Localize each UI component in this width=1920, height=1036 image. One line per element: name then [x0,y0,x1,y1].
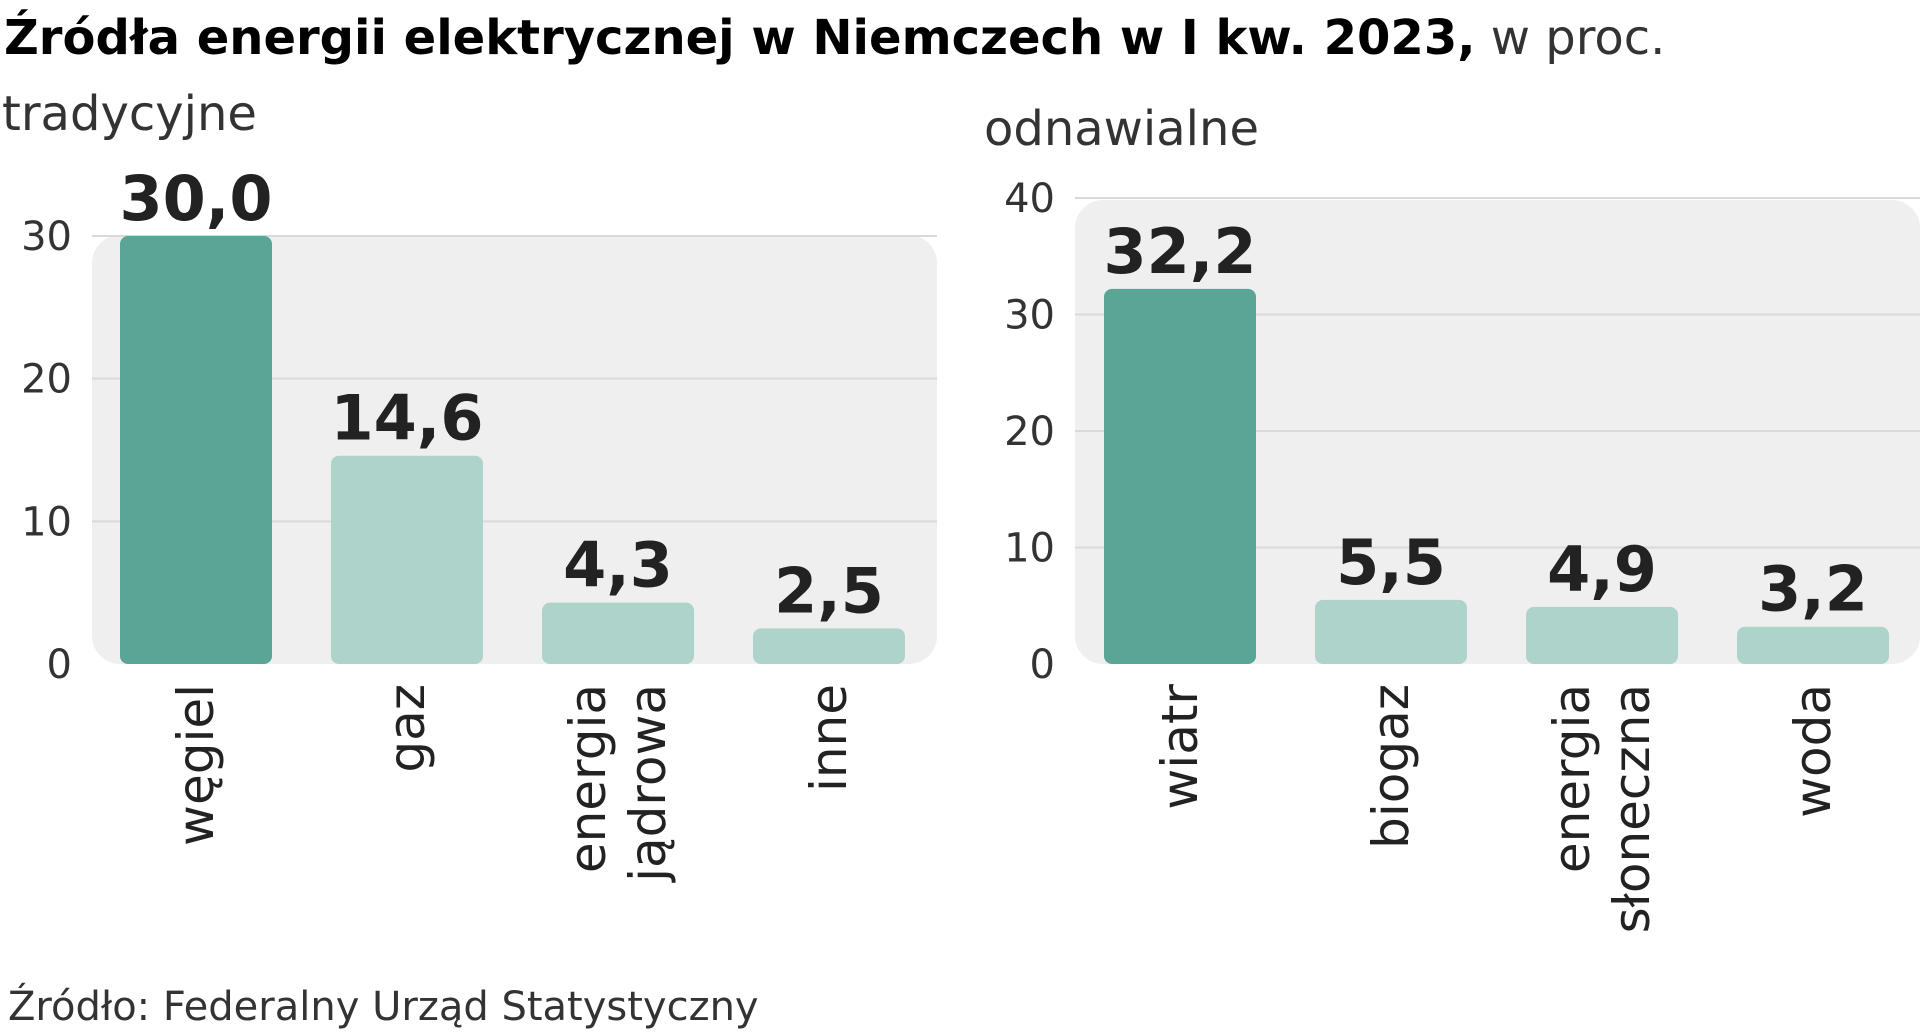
panel-title-tradycyjne: tradycyjne [2,86,257,142]
bar [1104,288,1256,664]
x-category-label: energia [559,684,617,873]
data-label: 30,0 [120,162,273,235]
x-category-label: energia [1543,684,1601,873]
chart-title-main: Źródła energii elektrycznej w Niemczech … [4,9,1475,66]
x-category-label: słoneczna [1603,684,1661,933]
data-label: 4,9 [1547,533,1657,606]
x-category-label: gaz [378,684,436,773]
x-category-label: inne [800,684,858,792]
x-category-label: jądrowa [619,684,677,883]
data-label: 4,3 [563,529,673,602]
data-label: 32,2 [1104,215,1257,288]
x-category-label: woda [1784,684,1842,818]
y-tick-label: 10 [21,499,72,545]
data-label: 3,2 [1758,553,1868,626]
bar [1737,626,1889,664]
x-category-label: wiatr [1151,684,1209,810]
y-tick-label: 30 [21,214,72,260]
panel-title-odnawialne: odnawialne [984,101,1259,157]
y-tick-label: 20 [21,357,72,403]
y-tick-label: 0 [47,642,72,688]
chart-title-unit: w proc. [1475,10,1665,66]
chart-panel-odnawialne: 0 10 20 30 40 32,2 wiatr 5,5 biogaz 4,9 energia sło… [1004,176,1920,933]
bar [1526,606,1678,664]
data-label: 5,5 [1336,526,1446,599]
data-label: 14,6 [331,382,484,455]
bar [120,236,272,664]
bar [542,602,694,664]
y-tick-label: 0 [1030,642,1055,688]
bar [753,628,905,664]
chart-panel-tradycyjne: 0 10 20 30 30,0 węgiel 14,6 gaz 4,3 energia jądrow… [21,162,937,883]
y-tick-label: 10 [1004,526,1055,572]
bar [1315,599,1467,664]
x-category-label: węgiel [167,684,225,846]
plot-background [92,235,937,664]
bar [331,455,483,664]
chart-title: Źródła energii elektrycznej w Niemczech … [4,9,1665,66]
source-note: Źródło: Federalny Urząd Statystyczny [8,982,759,1030]
x-category-label: biogaz [1362,684,1420,849]
y-tick-label: 20 [1004,409,1055,455]
y-tick-label: 30 [1004,293,1055,339]
y-tick-label: 40 [1004,176,1055,222]
data-label: 2,5 [774,554,884,627]
